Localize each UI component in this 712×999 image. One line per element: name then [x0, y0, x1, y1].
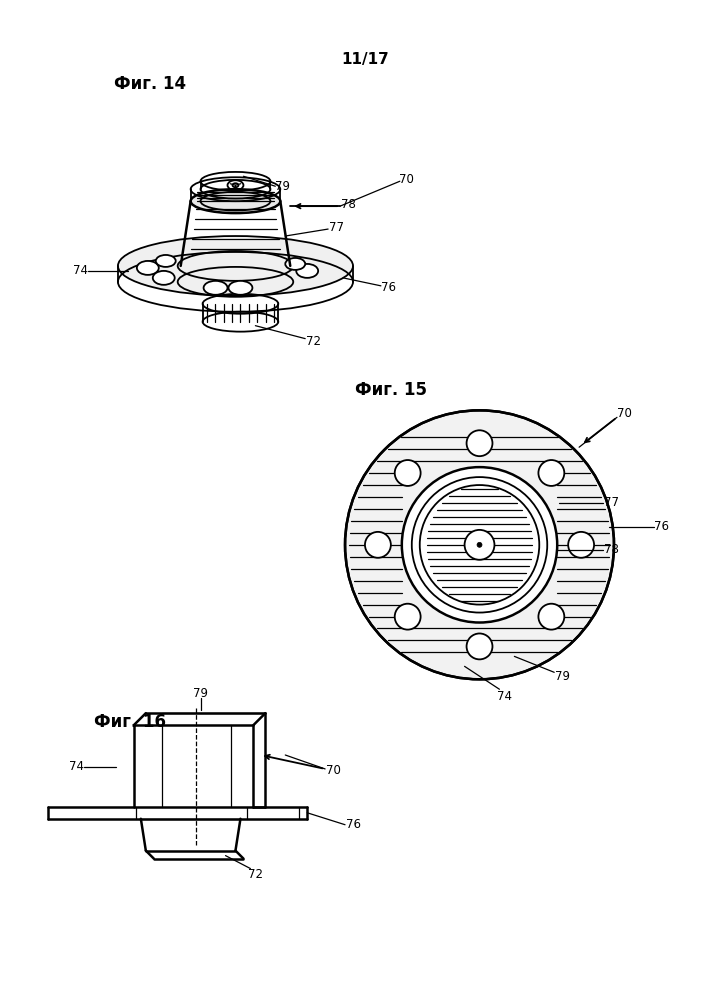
Text: 72: 72	[305, 335, 320, 348]
Ellipse shape	[394, 460, 421, 486]
Ellipse shape	[464, 529, 494, 559]
Text: Фиг. 16: Фиг. 16	[94, 713, 166, 731]
Text: 70: 70	[399, 173, 414, 186]
Text: 77: 77	[328, 221, 344, 234]
Ellipse shape	[402, 468, 557, 622]
Text: 77: 77	[604, 497, 619, 509]
Text: 76: 76	[345, 818, 360, 831]
Ellipse shape	[286, 258, 305, 270]
Ellipse shape	[538, 603, 565, 629]
Ellipse shape	[538, 460, 565, 486]
Ellipse shape	[466, 431, 493, 457]
Ellipse shape	[345, 411, 614, 679]
Text: 74: 74	[497, 689, 512, 702]
Text: 74: 74	[68, 760, 83, 773]
Ellipse shape	[204, 281, 228, 295]
Text: 70: 70	[617, 407, 632, 420]
Ellipse shape	[156, 255, 176, 267]
Ellipse shape	[365, 531, 391, 557]
Text: 79: 79	[193, 686, 208, 699]
Text: Фиг. 14: Фиг. 14	[114, 75, 186, 93]
Ellipse shape	[568, 531, 594, 557]
Text: 70: 70	[325, 764, 340, 777]
Ellipse shape	[296, 264, 318, 278]
Ellipse shape	[153, 271, 174, 285]
Ellipse shape	[191, 189, 281, 213]
Text: 72: 72	[248, 868, 263, 881]
Ellipse shape	[118, 236, 353, 296]
Ellipse shape	[137, 261, 159, 275]
Text: Фиг. 15: Фиг. 15	[355, 382, 427, 400]
Ellipse shape	[466, 633, 493, 659]
Text: 74: 74	[73, 265, 88, 278]
Text: 79: 79	[275, 180, 290, 193]
Text: 11/17: 11/17	[341, 52, 389, 67]
Ellipse shape	[394, 603, 421, 629]
Text: 76: 76	[382, 282, 397, 295]
Ellipse shape	[477, 542, 482, 547]
Text: 78: 78	[604, 543, 619, 556]
Text: 76: 76	[654, 520, 669, 533]
Ellipse shape	[229, 281, 253, 295]
Text: 79: 79	[555, 669, 570, 682]
Text: 78: 78	[340, 198, 355, 211]
